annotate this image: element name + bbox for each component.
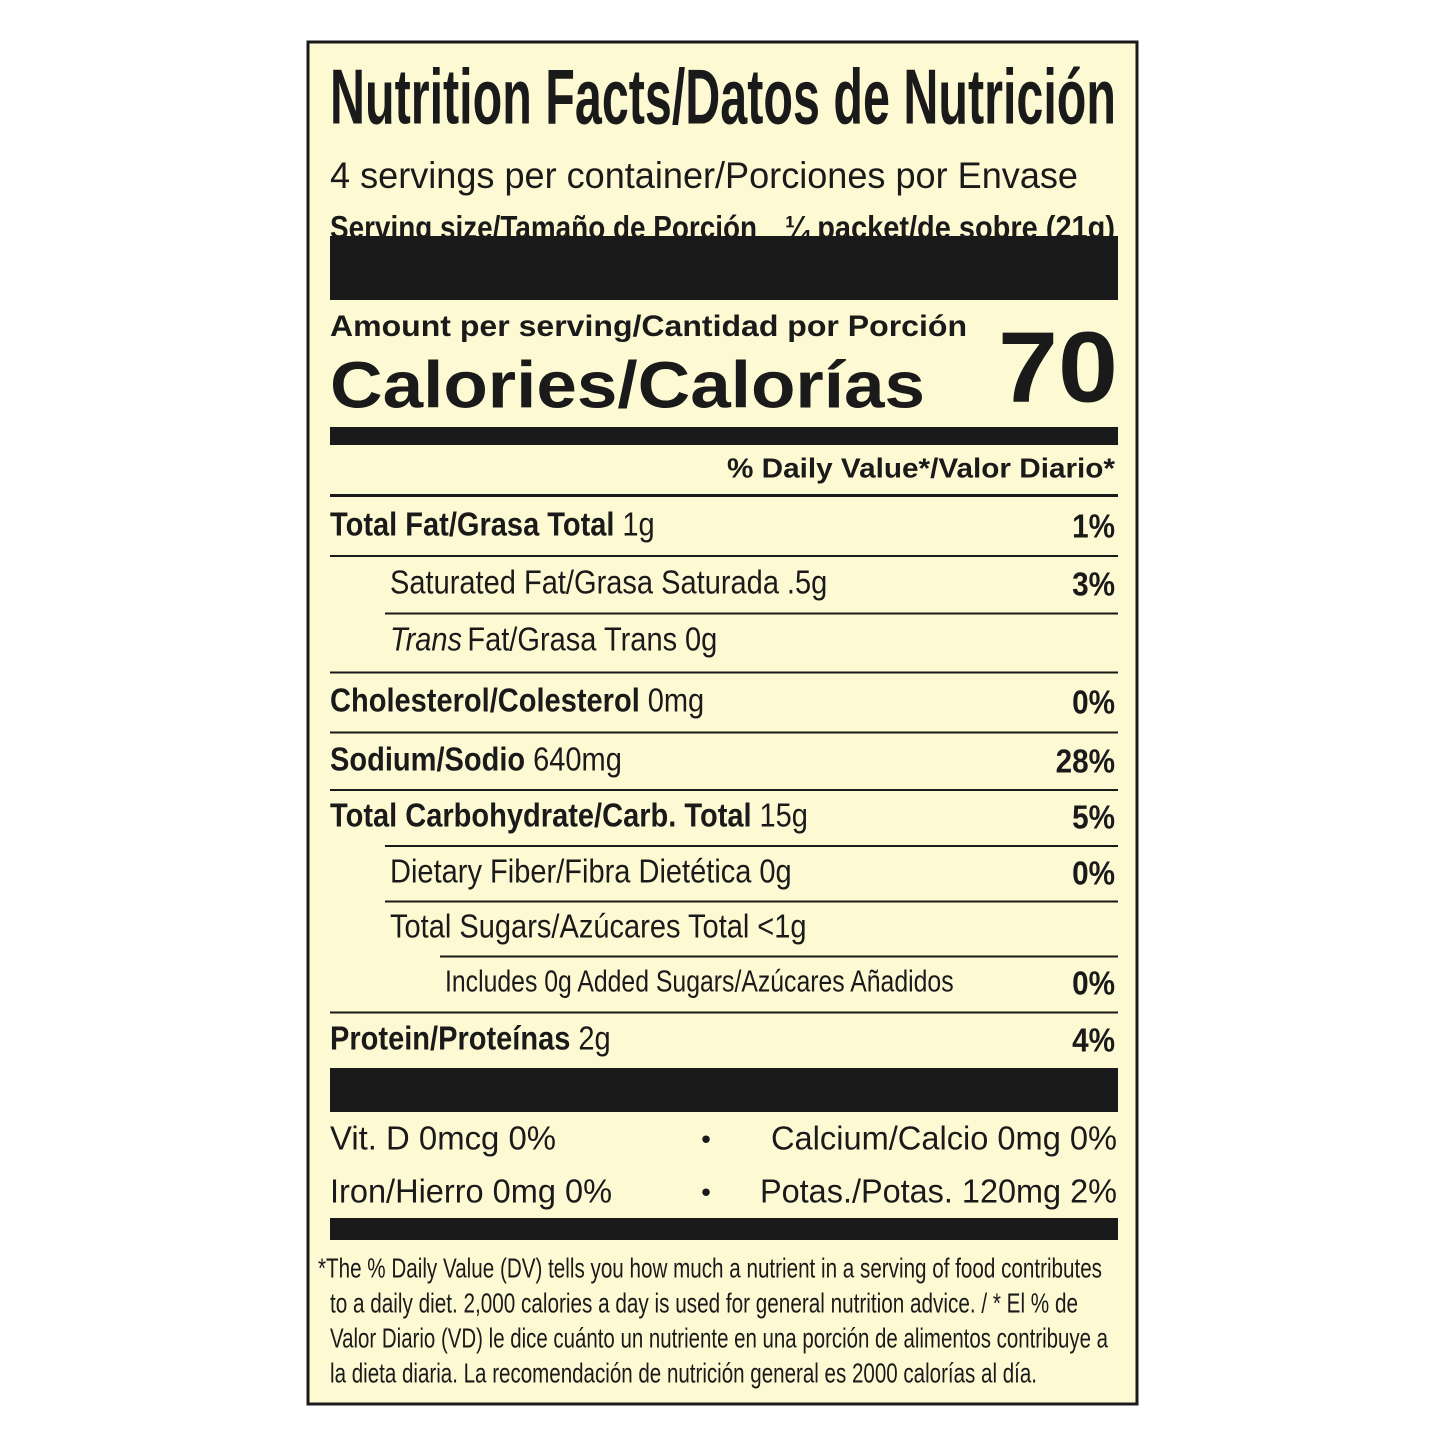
daily-value: 0% [1072,684,1115,721]
daily-value-header: % Daily Value*/Valor Diario* [727,452,1115,483]
servings: 4 servings per container/Porciones por E… [330,155,1078,196]
nutrient-row-text: Trans Fat/Grasa Trans 0g [390,621,717,658]
nutrient-name: Cholesterol/Colesterol [330,682,640,719]
nutrient-name: Total Carbohydrate/Carb. Total [330,797,752,834]
thick-bar [330,1068,1118,1112]
row-rule [330,1011,1118,1014]
row-rule [330,555,1118,557]
row-rule [330,789,1118,791]
vitamin-left: Iron/Hierro 0mg 0% [330,1173,612,1210]
bullet: • [701,1176,711,1207]
calories-value: 70 [998,311,1118,423]
daily-value: 0% [1072,855,1115,892]
calories-label: Calories/Calorías [330,347,925,421]
medium-bar [330,1218,1118,1240]
daily-value: 0% [1072,965,1115,1002]
thick-bar [330,236,1118,300]
nutrient-name: Total Fat/Grasa Total [330,506,614,543]
bullet: • [701,1123,711,1154]
nutrient-amount: 0mg [648,682,704,719]
amount-per-serving: Amount per serving/Cantidad por Porción [330,310,967,343]
nutrient-name: Sodium/Sodio [330,741,525,778]
nutrient-row-text: Includes 0g Added Sugars/Azúcares Añadid… [445,965,954,999]
nutrient-row-text: Saturated Fat/Grasa Saturada .5g [390,564,827,601]
medium-bar [330,427,1118,445]
title: Nutrition Facts/Datos de Nutrición [330,53,1116,141]
vitamin-left: Vit. D 0mcg 0% [330,1120,556,1157]
nutrient-amount: 15g [760,797,808,834]
daily-value: 28% [1056,743,1116,780]
footnote-line: Valor Diario (VD) le dice cuánto un nutr… [330,1322,1108,1353]
nutrient-name: Protein/Proteínas [330,1020,570,1057]
nutrient-row-text: Total Carbohydrate/Carb. Total 15g [330,797,808,834]
nutrient-amount: <1g [757,908,806,945]
row-rule [385,845,1118,847]
nutrient-row-text: Total Sugars/Azúcares Total <1g [390,908,807,945]
daily-value: 3% [1072,566,1115,603]
row-rule [330,671,1118,674]
nutrient-row-text: Sodium/Sodio 640mg [330,741,622,778]
daily-value: 1% [1072,508,1115,545]
nutrient-amount: 1g [622,506,654,543]
nutrient-amount: 0g [685,621,717,658]
nutrient-name-italic: Trans [390,621,462,658]
nutrient-name: Total Sugars/Azúcares Total [390,908,749,945]
nutrient-amount: 2g [578,1020,610,1057]
row-rule [330,731,1118,734]
serving-size-label: Serving size/Tamaño de Porción [330,209,757,245]
daily-value: 4% [1072,1022,1115,1059]
nutrient-name: Fat/Grasa Trans [467,621,677,658]
nutrient-name: Saturated Fat/Grasa Saturada [390,564,780,601]
row-rule [440,955,1118,958]
nutrient-amount: 0g [759,853,791,890]
nutrient-row-text: Protein/Proteínas 2g [330,1020,611,1057]
nutrient-name: Includes 0g Added Sugars/Azúcares Añadid… [445,965,954,999]
nutrient-amount: 640mg [533,741,622,778]
row-rule [385,900,1118,903]
daily-value: 5% [1072,799,1115,836]
row-rule [385,612,1118,615]
nutrient-row-text: Total Fat/Grasa Total 1g [330,506,655,543]
serving-size-value: ¼ packet/de sobre (21g) [785,209,1115,245]
footnote-line: la dieta diaria. La recomendación de nut… [330,1357,1037,1388]
nutrient-row-text: Dietary Fiber/Fibra Dietética 0g [390,853,792,890]
footnote-line: *The % Daily Value (DV) tells you how mu… [318,1252,1102,1283]
vitamin-right: Calcium/Calcio 0mg 0% [771,1120,1117,1157]
nutrient-row-text: Cholesterol/Colesterol 0mg [330,682,704,719]
nutrient-amount: .5g [787,564,827,601]
vitamin-right: Potas./Potas. 120mg 2% [760,1173,1117,1210]
rule [330,494,1118,497]
footnote-line: to a daily diet. 2,000 calories a day is… [330,1287,1078,1318]
nutrient-name: Dietary Fiber/Fibra Dietética [390,853,752,890]
